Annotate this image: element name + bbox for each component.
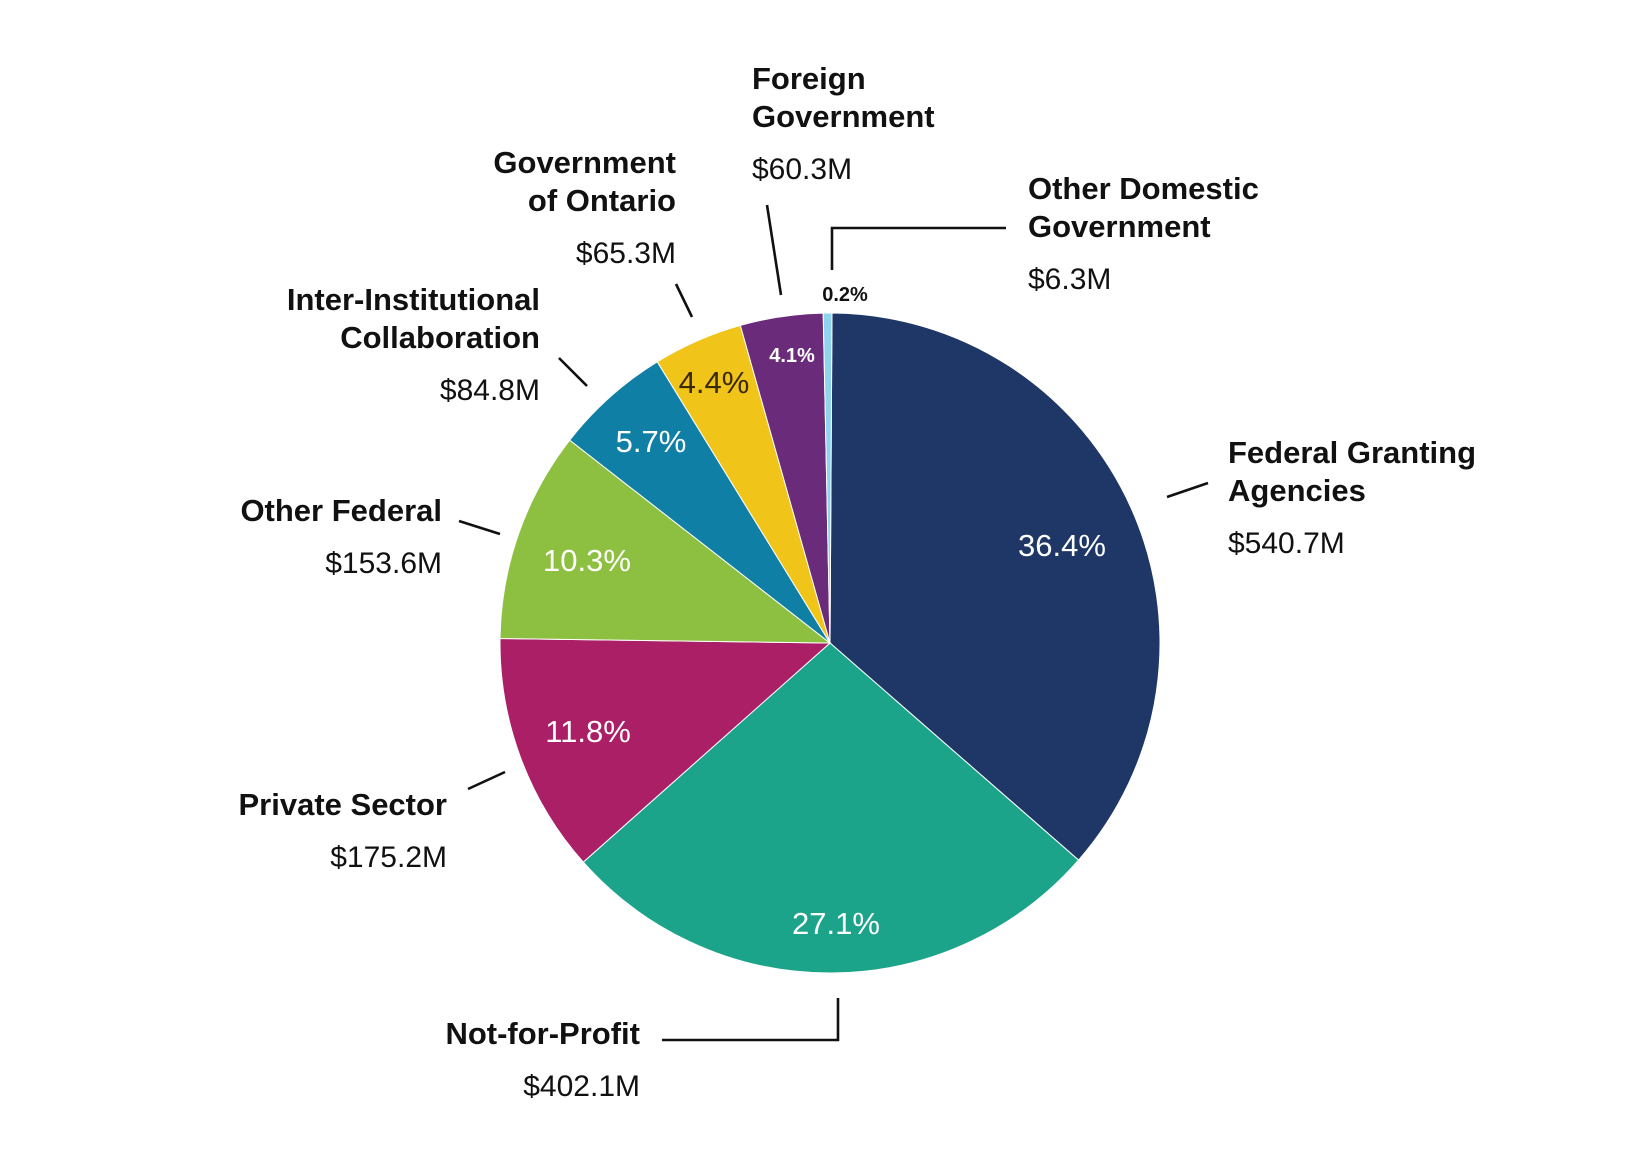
category-name-other-domestic-government: Other Domestic [1028, 171, 1259, 206]
category-amount-other-federal: $153.6M [325, 547, 442, 580]
leader-line-other-domestic-government [830, 226, 1006, 270]
category-name-other-federal: Other Federal [240, 493, 442, 528]
category-name-government-of-ontario: Government [493, 145, 676, 180]
percent-label-other-domestic-government: 0.2% [822, 284, 868, 306]
slice-other-domestic-government [822, 312, 833, 644]
percent-labels: 36.4% 27.1% 11.8% 10.3% 5.7% 4.4% 4.1% 0.2% [543, 284, 1106, 941]
category-name-inter-institutional-collaboration: Inter-Institutional [287, 282, 540, 317]
slice-private-sector [499, 638, 832, 863]
category-name-government-of-ontario: of Ontario [528, 183, 676, 218]
category-name-private-sector: Private Sector [239, 787, 448, 822]
percent-label-not-for-profit: 27.1% [792, 906, 880, 941]
percent-label-foreign-government: 4.1% [769, 345, 815, 367]
leader-lines [458, 204, 1209, 1042]
category-amount-other-domestic-government: $6.3M [1028, 263, 1111, 296]
category-name-federal-granting-agencies: Federal Granting [1228, 435, 1476, 470]
pie-slices [499, 312, 1161, 974]
category-name-federal-granting-agencies: Agencies [1228, 473, 1366, 508]
category-amount-not-for-profit: $402.1M [523, 1070, 640, 1103]
category-amount-inter-institutional-collaboration: $84.8M [440, 374, 540, 407]
category-amount-foreign-government: $60.3M [752, 153, 852, 186]
leader-line-other-federal [458, 519, 501, 536]
percent-label-private-sector: 11.8% [545, 714, 631, 749]
percent-label-inter-institutional-collaboration: 5.7% [616, 424, 687, 459]
category-amount-government-of-ontario: $65.3M [576, 237, 676, 270]
percent-label-government-of-ontario: 4.4% [679, 365, 750, 400]
category-amount-federal-granting-agencies: $540.7M [1228, 527, 1345, 560]
leader-line-inter-institutional-collaboration [558, 357, 588, 387]
leader-line-government-of-ontario [674, 283, 694, 318]
category-name-foreign-government: Government [752, 99, 935, 134]
leader-line-foreign-government [765, 204, 783, 296]
category-amount-private-sector: $175.2M [330, 841, 447, 874]
slice-other-federal [499, 439, 832, 644]
percent-label-other-federal: 10.3% [543, 543, 631, 578]
percent-label-federal-granting-agencies: 36.4% [1018, 528, 1106, 563]
category-name-other-domestic-government: Government [1028, 209, 1211, 244]
category-name-foreign-government: Foreign [752, 61, 866, 96]
leader-line-private-sector [467, 770, 506, 791]
leader-line-federal-granting-agencies [1166, 481, 1209, 499]
leader-line-not-for-profit [662, 998, 840, 1042]
category-name-inter-institutional-collaboration: Collaboration [340, 320, 540, 355]
slice-not-for-profit [582, 642, 1080, 974]
category-name-not-for-profit: Not-for-Profit [445, 1016, 640, 1051]
slice-federal-granting-agencies [829, 312, 1161, 861]
